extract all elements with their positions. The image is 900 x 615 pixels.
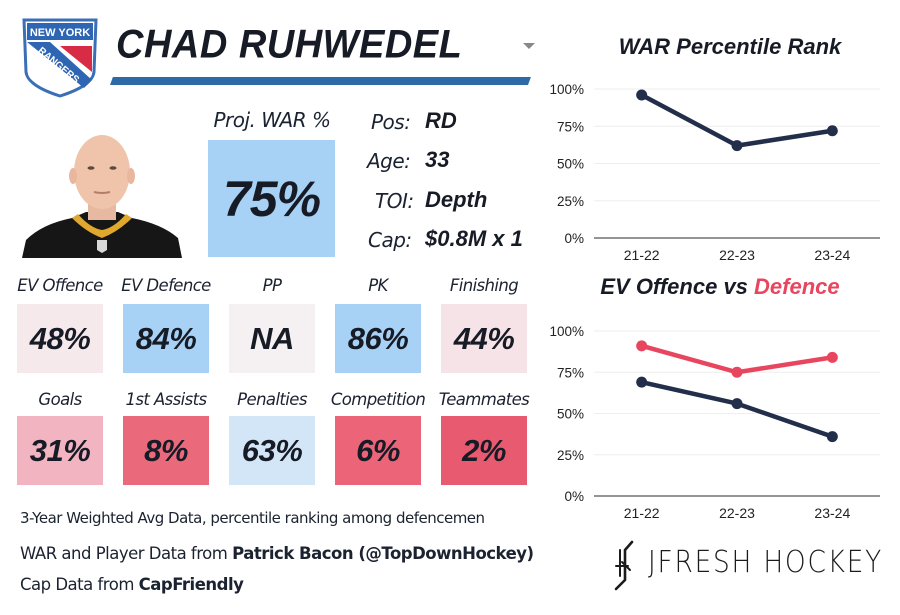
team-logo: NEW YORK RANGERS xyxy=(20,16,100,98)
data-point xyxy=(636,376,648,388)
stat-value-teammates: 2% xyxy=(462,432,506,468)
x-tick-label: 21-22 xyxy=(624,247,660,263)
stat-tile-pk: 86% xyxy=(335,304,421,373)
proj-war-value: 75% xyxy=(222,170,321,227)
stat-tile-1st-assists: 8% xyxy=(123,416,209,485)
stat-tile-competition: 6% xyxy=(335,416,421,485)
y-tick-label: 75% xyxy=(557,365,584,380)
title-underline-bar xyxy=(110,77,531,85)
data-point xyxy=(826,431,838,443)
player-photo xyxy=(22,120,182,258)
stat-label-1st-assists: 1st Assists xyxy=(125,390,208,409)
stat-label-ev-offence: EV Offence xyxy=(17,276,103,295)
data-point xyxy=(731,398,743,410)
stat-label-competition: Competition xyxy=(330,390,426,409)
x-tick-label: 21-22 xyxy=(624,505,660,521)
bio-age-label: Age: xyxy=(367,149,411,173)
war-source-name: Patrick Bacon (@TopDownHockey) xyxy=(232,544,534,563)
player-name: CHAD RUHWEDEL xyxy=(116,22,463,68)
footnote-methodology: 3-Year Weighted Avg Data, percentile ran… xyxy=(20,509,485,527)
proj-war-tile: 75% xyxy=(208,140,335,257)
x-tick-label: 23-24 xyxy=(814,505,850,521)
stat-label-goals: Goals xyxy=(38,390,82,409)
y-tick-label: 75% xyxy=(557,119,584,134)
x-tick-label: 22-23 xyxy=(719,247,755,263)
bio-pos-label: Pos: xyxy=(371,110,411,134)
stat-tile-pp: NA xyxy=(229,304,315,373)
bio-age-value: 33 xyxy=(425,147,450,172)
data-point xyxy=(731,140,743,152)
stat-label-ev-defence: EV Defence xyxy=(121,276,211,295)
logo-text-new-york: NEW YORK xyxy=(30,27,90,39)
stat-label-teammates: Teammates xyxy=(438,390,530,409)
data-point xyxy=(826,351,838,363)
stat-value-competition: 6% xyxy=(356,432,400,468)
footnote-cap-source: Cap Data from CapFriendly xyxy=(20,575,244,594)
stat-tile-goals: 31% xyxy=(17,416,103,485)
chart1-title: WAR Percentile Rank xyxy=(618,34,842,59)
stat-value-penalties: 63% xyxy=(241,432,303,468)
data-point xyxy=(636,340,648,352)
series-line-ev-offence xyxy=(639,379,835,439)
data-point xyxy=(636,89,648,101)
y-tick-label: 0% xyxy=(564,231,584,246)
chart2-title-offence: EV Offence vs xyxy=(600,274,755,299)
stat-label-pp: PP xyxy=(262,276,282,295)
y-tick-label: 100% xyxy=(549,82,584,97)
y-tick-label: 100% xyxy=(549,324,584,339)
proj-war-label: Proj. WAR % xyxy=(213,108,331,132)
x-tick-label: 23-24 xyxy=(814,247,850,263)
stat-value-finishing: 44% xyxy=(453,320,515,356)
bio-toi-value: Depth xyxy=(425,187,488,212)
footnote-war-source: WAR and Player Data from Patrick Bacon (… xyxy=(20,544,534,563)
cap-source-name: CapFriendly xyxy=(138,575,244,594)
stat-label-penalties: Penalties xyxy=(237,390,307,409)
bio-cap-value: $0.8M x 1 xyxy=(425,226,523,251)
stat-tile-teammates: 2% xyxy=(441,416,527,485)
y-tick-label: 50% xyxy=(557,157,584,172)
brand-name: JFRESH HOCKEY xyxy=(648,545,884,580)
stat-tile-ev-defence: 84% xyxy=(123,304,209,373)
stat-label-pk: PK xyxy=(368,276,388,295)
war-source-prefix: WAR and Player Data from xyxy=(20,544,233,563)
bio-cap-label: Cap: xyxy=(368,228,412,252)
series-line-war xyxy=(639,92,835,148)
y-tick-label: 0% xyxy=(564,489,584,504)
ev-offence-defence-chart: 0% 25% 50% 75% 100% 21-22 22-23 23-24 xyxy=(549,324,880,521)
stat-tile-ev-offence: 48% xyxy=(17,304,103,373)
chart2-title: EV Offence vs Defence xyxy=(550,274,890,300)
stat-tile-penalties: 63% xyxy=(229,416,315,485)
war-percentile-chart: 0% 25% 50% 75% 100% 21-22 22-23 23-24 xyxy=(549,82,880,263)
stat-tile-finishing: 44% xyxy=(441,304,527,373)
y-tick-label: 50% xyxy=(557,407,584,422)
cap-source-prefix: Cap Data from xyxy=(20,575,139,594)
y-tick-label: 25% xyxy=(557,448,584,463)
dropdown-caret-icon[interactable] xyxy=(523,43,535,49)
stat-value-goals: 31% xyxy=(29,432,91,468)
x-tick-label: 22-23 xyxy=(719,505,755,521)
bio-toi-label: TOI: xyxy=(375,189,414,213)
bio-pos-value: RD xyxy=(425,108,457,133)
stat-value-pk: 86% xyxy=(347,320,409,356)
jfresh-logo-mark xyxy=(610,540,640,592)
stat-value-ev-defence: 84% xyxy=(135,320,197,356)
data-point xyxy=(826,125,838,137)
stat-value-ev-offence: 48% xyxy=(29,320,91,356)
y-tick-label: 25% xyxy=(557,194,584,209)
data-point xyxy=(731,366,743,378)
chart2-title-defence: Defence xyxy=(754,274,840,299)
stat-value-pp: NA xyxy=(250,320,294,356)
stat-label-finishing: Finishing xyxy=(449,276,519,295)
stat-value-1st-assists: 8% xyxy=(144,432,188,468)
